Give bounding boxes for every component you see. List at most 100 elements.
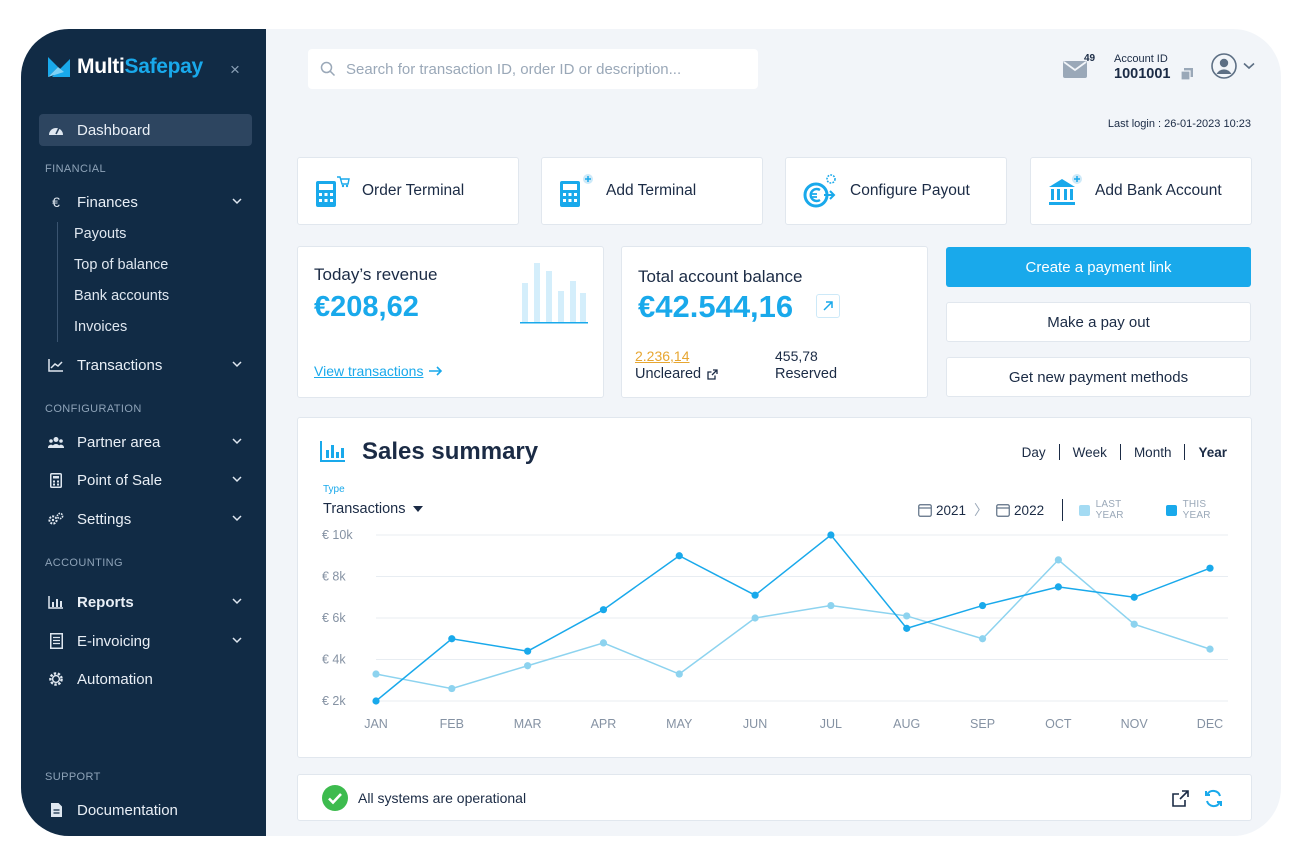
search-input[interactable] [346, 60, 746, 78]
x-tick-label: JUL [820, 717, 842, 731]
balance-card: Total account balance €42.544,16 2.236,1… [621, 246, 928, 398]
x-tick-label: OCT [1045, 717, 1072, 731]
sidebar-item-label: Documentation [77, 801, 178, 819]
chevron-down-icon [232, 361, 242, 368]
system-status-bar: All systems are operational [297, 774, 1252, 821]
calendar-icon [996, 504, 1010, 517]
data-point-this-year [903, 624, 911, 632]
mail-icon[interactable] [1063, 59, 1089, 79]
account-id-value: 1001001 [1114, 66, 1171, 82]
period-week[interactable]: Week [1072, 444, 1107, 460]
copy-icon[interactable] [1181, 68, 1193, 80]
sidebar-item-partner-area[interactable]: Partner area [39, 426, 252, 458]
period-year[interactable]: Year [1198, 444, 1227, 460]
section-configuration: CONFIGURATION [45, 403, 142, 415]
reserved-label: Reserved [775, 366, 838, 382]
add-bank-account-button[interactable]: Add Bank Account [1030, 157, 1252, 225]
year-to-picker[interactable]: 2022 [996, 503, 1044, 518]
balance-title: Total account balance [638, 267, 803, 286]
uncleared-value[interactable]: 2.236,14 [635, 348, 690, 364]
sidebar-item-point-of-sale[interactable]: Point of Sale [39, 464, 252, 496]
check-circle-icon [322, 784, 348, 811]
period-divider [1119, 444, 1121, 460]
data-point-last-year [1054, 556, 1062, 564]
brand-logo[interactable]: MultiSafepay [47, 55, 203, 79]
sidebar-item-label: E-invoicing [77, 632, 151, 650]
order-terminal-button[interactable]: Order Terminal [297, 157, 519, 225]
brand-name: MultiSafepay [77, 55, 203, 78]
revenue-title: Today’s revenue [314, 265, 438, 284]
y-tick-label: € 6k [322, 611, 346, 625]
configure-payout-button[interactable]: Configure Payout [785, 157, 1007, 225]
data-point-last-year [524, 662, 532, 670]
y-tick-label: € 8k [322, 570, 346, 584]
sidebar-item-automation[interactable]: Automation [39, 663, 252, 695]
add-terminal-icon [560, 174, 593, 207]
sidebar-subitem-invoices[interactable]: Invoices [74, 319, 128, 335]
calculator-icon [47, 471, 65, 489]
sidebar-subitem-bank-accounts[interactable]: Bank accounts [74, 288, 170, 304]
refresh-icon[interactable] [1204, 789, 1223, 808]
data-point-last-year [1130, 620, 1138, 628]
search-bar[interactable] [308, 49, 758, 89]
bar-chart-icon [320, 441, 345, 462]
data-point-last-year [903, 612, 911, 620]
sidebar-subitem-payouts[interactable]: Payouts [74, 226, 127, 242]
submenu-line [57, 222, 58, 342]
order-terminal-icon [316, 176, 350, 207]
sidebar: MultiSafepay × Dashboard FINANCIAL € Fin… [21, 29, 266, 836]
chevron-right-icon: 〉 [974, 502, 989, 518]
add-terminal-button[interactable]: Add Terminal [541, 157, 763, 225]
external-link-icon[interactable] [707, 368, 718, 380]
close-icon: × [230, 60, 240, 79]
avatar-icon[interactable] [1211, 53, 1237, 79]
users-icon [47, 433, 65, 451]
period-month[interactable]: Month [1133, 444, 1172, 460]
data-point-this-year [448, 635, 456, 643]
invoice-icon [47, 632, 65, 650]
sidebar-item-label: Point of Sale [77, 471, 163, 489]
series-line-last-year [375, 558, 1211, 690]
make-pay-out-button[interactable]: Make a pay out [946, 302, 1251, 342]
balance-value: €42.544,16 [638, 289, 794, 324]
view-transactions-link[interactable]: View transactions [314, 363, 443, 379]
x-tick-label: JAN [364, 717, 388, 731]
x-tick-label: MAR [514, 717, 542, 731]
sidebar-item-dashboard[interactable]: Dashboard [39, 114, 252, 146]
period-day[interactable]: Day [1021, 444, 1046, 460]
gears-icon [47, 510, 65, 528]
revenue-value: €208,62 [314, 291, 419, 323]
data-point-this-year [372, 697, 380, 705]
balance-details-button[interactable] [816, 294, 840, 318]
gauge-icon [47, 121, 65, 139]
data-point-this-year [978, 601, 987, 610]
external-link-icon[interactable] [1172, 790, 1189, 807]
sidebar-item-finances[interactable]: € Finances [39, 186, 252, 218]
chevron-up-icon [232, 198, 242, 205]
legend-label: THIS YEAR [1182, 499, 1211, 521]
euro-icon: € [52, 194, 60, 210]
sidebar-item-transactions[interactable]: Transactions [39, 349, 252, 381]
sidebar-close-button[interactable]: × [228, 60, 242, 79]
brand-logo-icon [48, 57, 70, 77]
x-tick-label: SEP [970, 717, 995, 731]
year-from-picker[interactable]: 2021 [918, 503, 966, 518]
get-payment-methods-button[interactable]: Get new payment methods [946, 357, 1251, 397]
sidebar-item-documentation[interactable]: Documentation [39, 794, 252, 826]
chevron-down-icon[interactable] [1243, 62, 1255, 70]
year-legend-divider [1062, 499, 1064, 521]
bar-chart-decoration-icon [520, 263, 588, 324]
legend-label: LAST YEAR [1095, 499, 1124, 521]
create-payment-link-button[interactable]: Create a payment link [946, 247, 1251, 287]
type-label: Type [323, 484, 345, 495]
chevron-down-icon [232, 598, 242, 605]
sidebar-subitem-top-of-balance[interactable]: Top of balance [74, 257, 169, 273]
sidebar-item-e-invoicing[interactable]: E-invoicing [39, 625, 252, 657]
quick-action-label: Add Bank Account [1095, 182, 1222, 199]
bar-chart-icon [47, 593, 65, 611]
chevron-down-icon [232, 637, 242, 644]
sidebar-item-settings[interactable]: Settings [39, 503, 252, 535]
data-point-last-year [1206, 645, 1214, 653]
type-dropdown[interactable]: Transactions [323, 501, 424, 517]
sidebar-item-reports[interactable]: Reports [39, 586, 252, 618]
